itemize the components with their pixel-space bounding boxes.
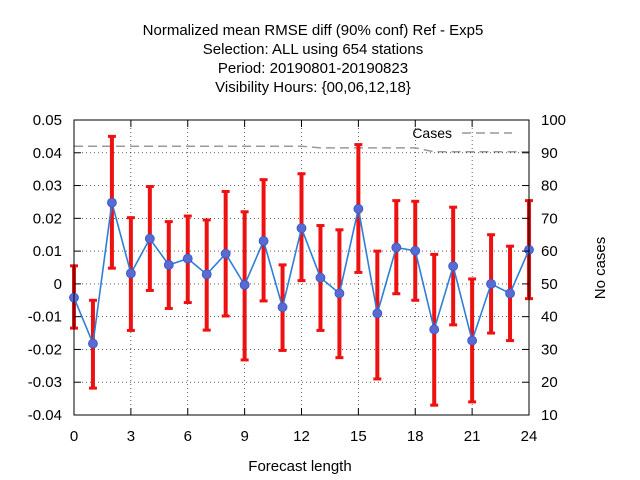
data-point: [258, 236, 269, 246]
data-point: [163, 259, 174, 270]
data-point: [220, 248, 231, 259]
data-point: [315, 272, 326, 283]
y2-tick-label: 70: [541, 210, 558, 227]
x-tick-label: 12: [293, 428, 310, 445]
data-point: [353, 203, 364, 214]
y2-tick-label: 30: [541, 341, 558, 358]
y-tick-label: 0.05: [33, 112, 62, 129]
y-tick-label: 0.04: [33, 145, 62, 162]
data-point: [505, 288, 515, 299]
legend-label-cases: Cases: [412, 125, 452, 141]
y2-tick-label: 10: [541, 407, 558, 424]
x-tick-label: 21: [464, 428, 481, 445]
data-point: [372, 308, 383, 319]
data-point: [201, 269, 212, 280]
data-point: [239, 279, 250, 290]
y2-tick-label: 20: [541, 374, 558, 391]
title-line-2: Selection: ALL using 654 stations: [203, 41, 423, 58]
data-point: [448, 261, 459, 272]
y-tick-label: -0.03: [28, 374, 62, 391]
y-tick-label: -0.04: [28, 407, 62, 424]
data-point: [391, 242, 402, 253]
y-tick-label: -0.01: [28, 309, 62, 326]
data-point: [410, 245, 421, 256]
x-tick-label: 18: [407, 428, 424, 445]
data-point: [182, 253, 193, 264]
main-series: [69, 197, 534, 349]
legend: Cases: [412, 125, 512, 141]
chart-title: Normalized mean RMSE diff (90% conf) Ref…: [143, 22, 484, 96]
data-point: [277, 302, 288, 313]
title-line-4: Visibility Hours: {00,06,12,18}: [215, 79, 411, 96]
y2-tick-label: 60: [541, 243, 558, 260]
y2-tick-label: 90: [541, 145, 558, 162]
x-tick-label: 15: [350, 428, 367, 445]
data-point: [107, 197, 117, 208]
y-tick-label: 0: [54, 276, 62, 293]
data-point: [467, 335, 478, 346]
y-tick-label: 0.02: [33, 210, 62, 227]
y-tick-label: -0.02: [28, 341, 62, 358]
data-point: [125, 268, 136, 279]
cases-line: [74, 145, 529, 153]
y2-axis-label: No cases: [592, 237, 609, 300]
x-axis-label: Forecast length: [248, 458, 351, 475]
cases-series: [74, 145, 529, 153]
y2-tick-label: 100: [541, 112, 566, 129]
data-point: [429, 324, 440, 335]
x-tick-label: 9: [240, 428, 248, 445]
y-tick-label: 0.03: [33, 178, 62, 195]
y2-tick-label: 80: [541, 178, 558, 195]
x-tick-label: 0: [70, 428, 78, 445]
title-line-3: Period: 20190801-20190823: [218, 60, 408, 77]
data-point: [296, 223, 307, 234]
y-tick-label: 0.01: [33, 243, 62, 260]
y2-tick-label: 50: [541, 276, 558, 293]
data-point: [144, 233, 155, 244]
x-tick-label: 6: [184, 428, 192, 445]
axes: 0.05 0.04 0.03 0.02 0.01 0 -0.01 -0.02 -0.03 -0.0…: [28, 112, 566, 445]
y2-tick-label: 40: [541, 309, 558, 326]
data-point: [334, 288, 345, 299]
data-point: [486, 278, 496, 289]
x-tick-label: 3: [127, 428, 135, 445]
x-tick-label: 24: [521, 428, 538, 445]
title-line-1: Normalized mean RMSE diff (90% conf) Ref…: [143, 22, 484, 39]
data-point: [88, 338, 98, 349]
